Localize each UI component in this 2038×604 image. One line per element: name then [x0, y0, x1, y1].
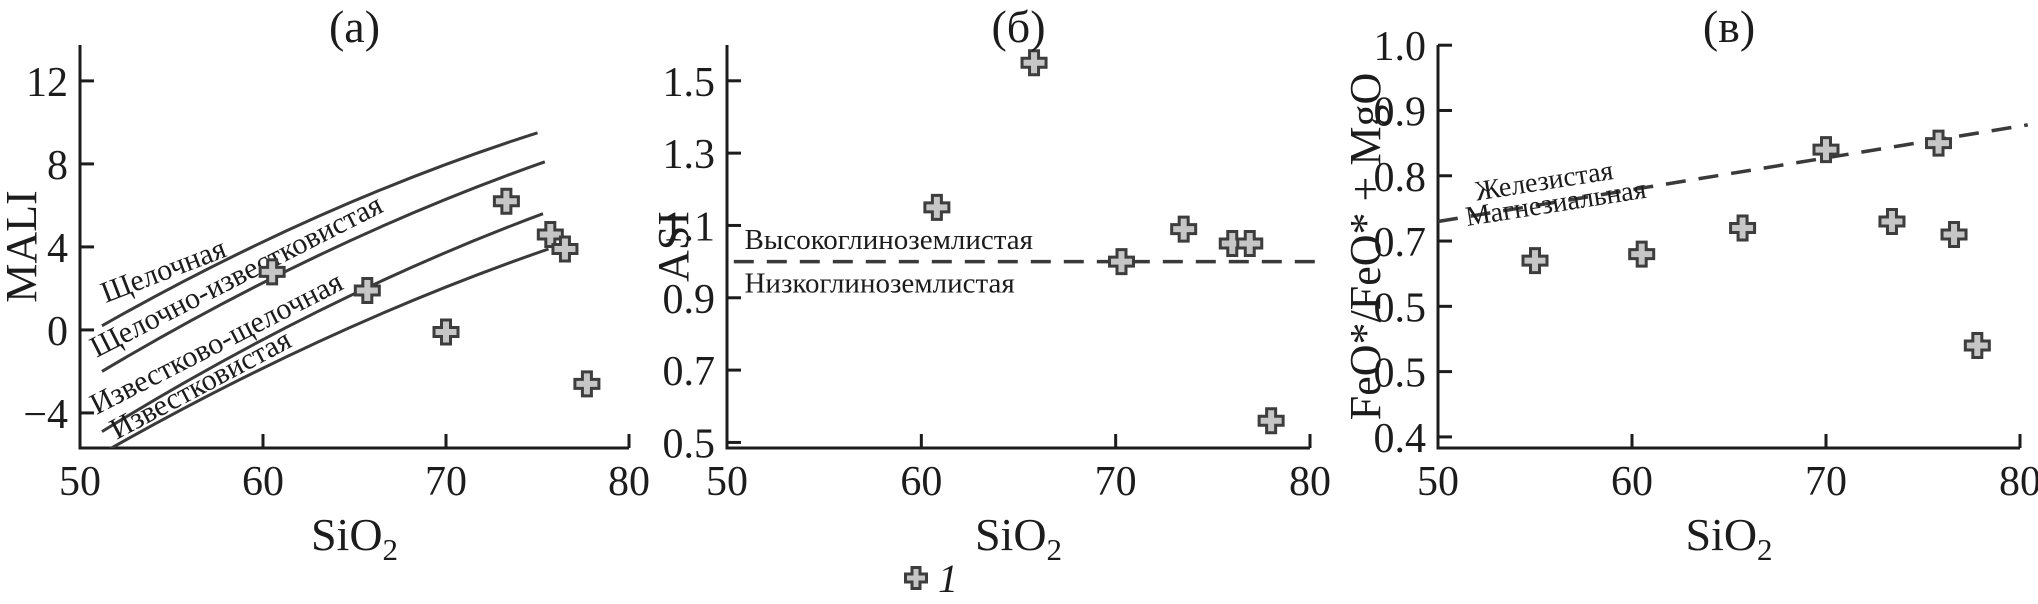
y-tick-label: 0.5	[663, 421, 716, 467]
panel-title: (в)	[1703, 1, 1755, 52]
field-label: Низкоглиноземлистая	[744, 267, 1014, 299]
x-tick-label: 50	[706, 459, 748, 505]
data-point-marker	[923, 193, 951, 221]
data-point-marker	[432, 318, 460, 346]
data-point-marker	[573, 370, 601, 398]
data-point-marker	[1521, 247, 1549, 275]
x-axis-label: SiO2	[1685, 509, 1772, 567]
x-tick-label: 60	[1611, 459, 1653, 505]
y-tick-label: 0.5	[1374, 351, 1427, 397]
y-axis-label: ASI	[649, 211, 698, 282]
y-tick-label: 0.7	[1374, 220, 1427, 266]
boundary-curve	[101, 160, 546, 373]
y-tick-label: 0.4	[1374, 416, 1427, 462]
field-label: Высокоглиноземлистая	[744, 224, 1033, 256]
x-tick-label: 80	[1999, 459, 2038, 505]
y-tick-label: 0.9	[663, 277, 716, 323]
data-point-marker	[1878, 207, 1906, 235]
y-tick-label: 0.8	[1374, 155, 1427, 201]
axes-frame	[1436, 45, 2020, 450]
data-point-marker	[1107, 248, 1135, 276]
x-tick-label: 70	[1095, 459, 1137, 505]
y-tick-label: −4	[23, 392, 68, 438]
y-tick-label: 0.9	[1374, 89, 1427, 135]
data-point-marker	[1170, 215, 1198, 243]
data-point-marker	[551, 235, 579, 263]
x-axis-label: SiO2	[311, 509, 398, 567]
boundary-curve	[101, 212, 544, 433]
y-tick-label: 0.7	[663, 349, 716, 395]
data-point-marker	[1628, 240, 1656, 268]
panel-v: 50 60 70 800.40.50.50.70.80.91.0ЖелезистаяМ…	[1341, 1, 2038, 567]
y-tick-label: 8	[47, 143, 68, 189]
boundary-curve	[108, 247, 549, 448]
legend-label: 1	[938, 556, 958, 601]
data-point-marker	[492, 187, 520, 215]
data-point-marker	[258, 258, 286, 286]
data-point-marker	[536, 220, 564, 248]
panel-b: 50 60 70 80 0.5 0.7 0.9 1.1 1.3 1.5 Высокоглинозем…	[649, 1, 1331, 567]
x-tick-label: 80	[608, 459, 650, 505]
data-point-marker	[1236, 230, 1264, 258]
y-tick-label: 1.1	[663, 204, 716, 250]
x-tick-label: 80	[1289, 459, 1331, 505]
x-tick-label: 50	[1417, 459, 1459, 505]
panel-title: (б)	[991, 1, 1045, 52]
x-tick-label: 50	[59, 459, 101, 505]
y-axis-label: FeO*/FeO* + MgO	[1341, 73, 1390, 421]
data-point-marker	[1940, 221, 1968, 249]
data-point-marker	[1020, 49, 1048, 77]
data-point-marker	[1812, 136, 1840, 164]
y-tick-label: 1.3	[663, 132, 716, 178]
y-axis-label: MALI	[0, 190, 46, 302]
y-tick-label: 4	[47, 226, 68, 272]
legend-marker	[904, 566, 928, 590]
y-tick-label: 12	[26, 60, 68, 106]
x-tick-label: 70	[1805, 459, 1847, 505]
legend: 1	[904, 556, 958, 601]
y-tick-label: 1.5	[663, 60, 716, 106]
y-tick-label: 1.0	[1374, 24, 1427, 70]
y-tick-label: 0.5	[1374, 285, 1427, 331]
data-point-marker	[1963, 332, 1991, 360]
data-point-marker	[1925, 129, 1953, 157]
panel-a: 50 60 70 80−404812ЩелочнаяЩелочно-известков…	[0, 1, 650, 567]
x-axis-label: SiO2	[975, 509, 1062, 567]
x-tick-label: 60	[242, 459, 284, 505]
data-point-marker	[353, 276, 381, 304]
data-point-marker	[1257, 407, 1285, 435]
y-tick-label: 0	[47, 309, 68, 355]
x-tick-label: 60	[900, 459, 942, 505]
boundary-curve	[101, 131, 538, 328]
data-point-marker	[1729, 214, 1757, 242]
panel-title: (а)	[329, 1, 380, 52]
x-tick-label: 70	[425, 459, 467, 505]
